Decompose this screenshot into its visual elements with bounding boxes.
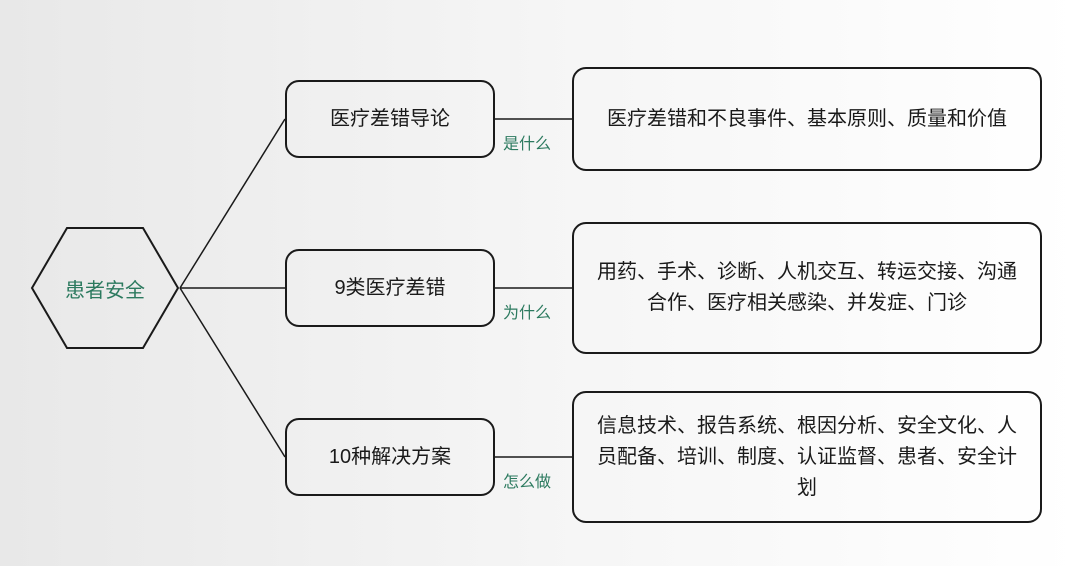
leaf-node-label: 医疗差错和不良事件、基本原则、质量和价值 <box>607 104 1007 135</box>
diagram-canvas: 患者安全 医疗差错导论是什么 9类医疗差错为什么 10种解决方案怎么做 医疗差错和不良… <box>0 0 1080 566</box>
edge-label: 为什么 <box>503 299 551 323</box>
root-label: 患者安全 <box>65 274 145 303</box>
mid-node-label: 10种解决方案 <box>329 442 451 473</box>
leaf-node: 医疗差错和不良事件、基本原则、质量和价值 <box>572 67 1042 171</box>
mid-node-label: 9类医疗差错 <box>334 273 445 304</box>
leaf-node: 信息技术、报告系统、根因分析、安全文化、人员配备、培训、制度、认证监督、患者、安… <box>572 391 1042 523</box>
leaf-node-label: 信息技术、报告系统、根因分析、安全文化、人员配备、培训、制度、认证监督、患者、安… <box>588 411 1026 504</box>
leaf-node-label: 用药、手术、诊断、人机交互、转运交接、沟通合作、医疗相关感染、并发症、门诊 <box>588 257 1026 319</box>
edge-label: 是什么 <box>503 130 551 154</box>
mid-node: 9类医疗差错 <box>285 249 495 327</box>
mid-node-label: 医疗差错导论 <box>330 104 450 135</box>
mid-node: 医疗差错导论 <box>285 80 495 158</box>
mid-node: 10种解决方案 <box>285 418 495 496</box>
edge-label: 怎么做 <box>503 468 551 492</box>
leaf-node: 用药、手术、诊断、人机交互、转运交接、沟通合作、医疗相关感染、并发症、门诊 <box>572 222 1042 354</box>
root-node: 患者安全 <box>30 223 180 353</box>
